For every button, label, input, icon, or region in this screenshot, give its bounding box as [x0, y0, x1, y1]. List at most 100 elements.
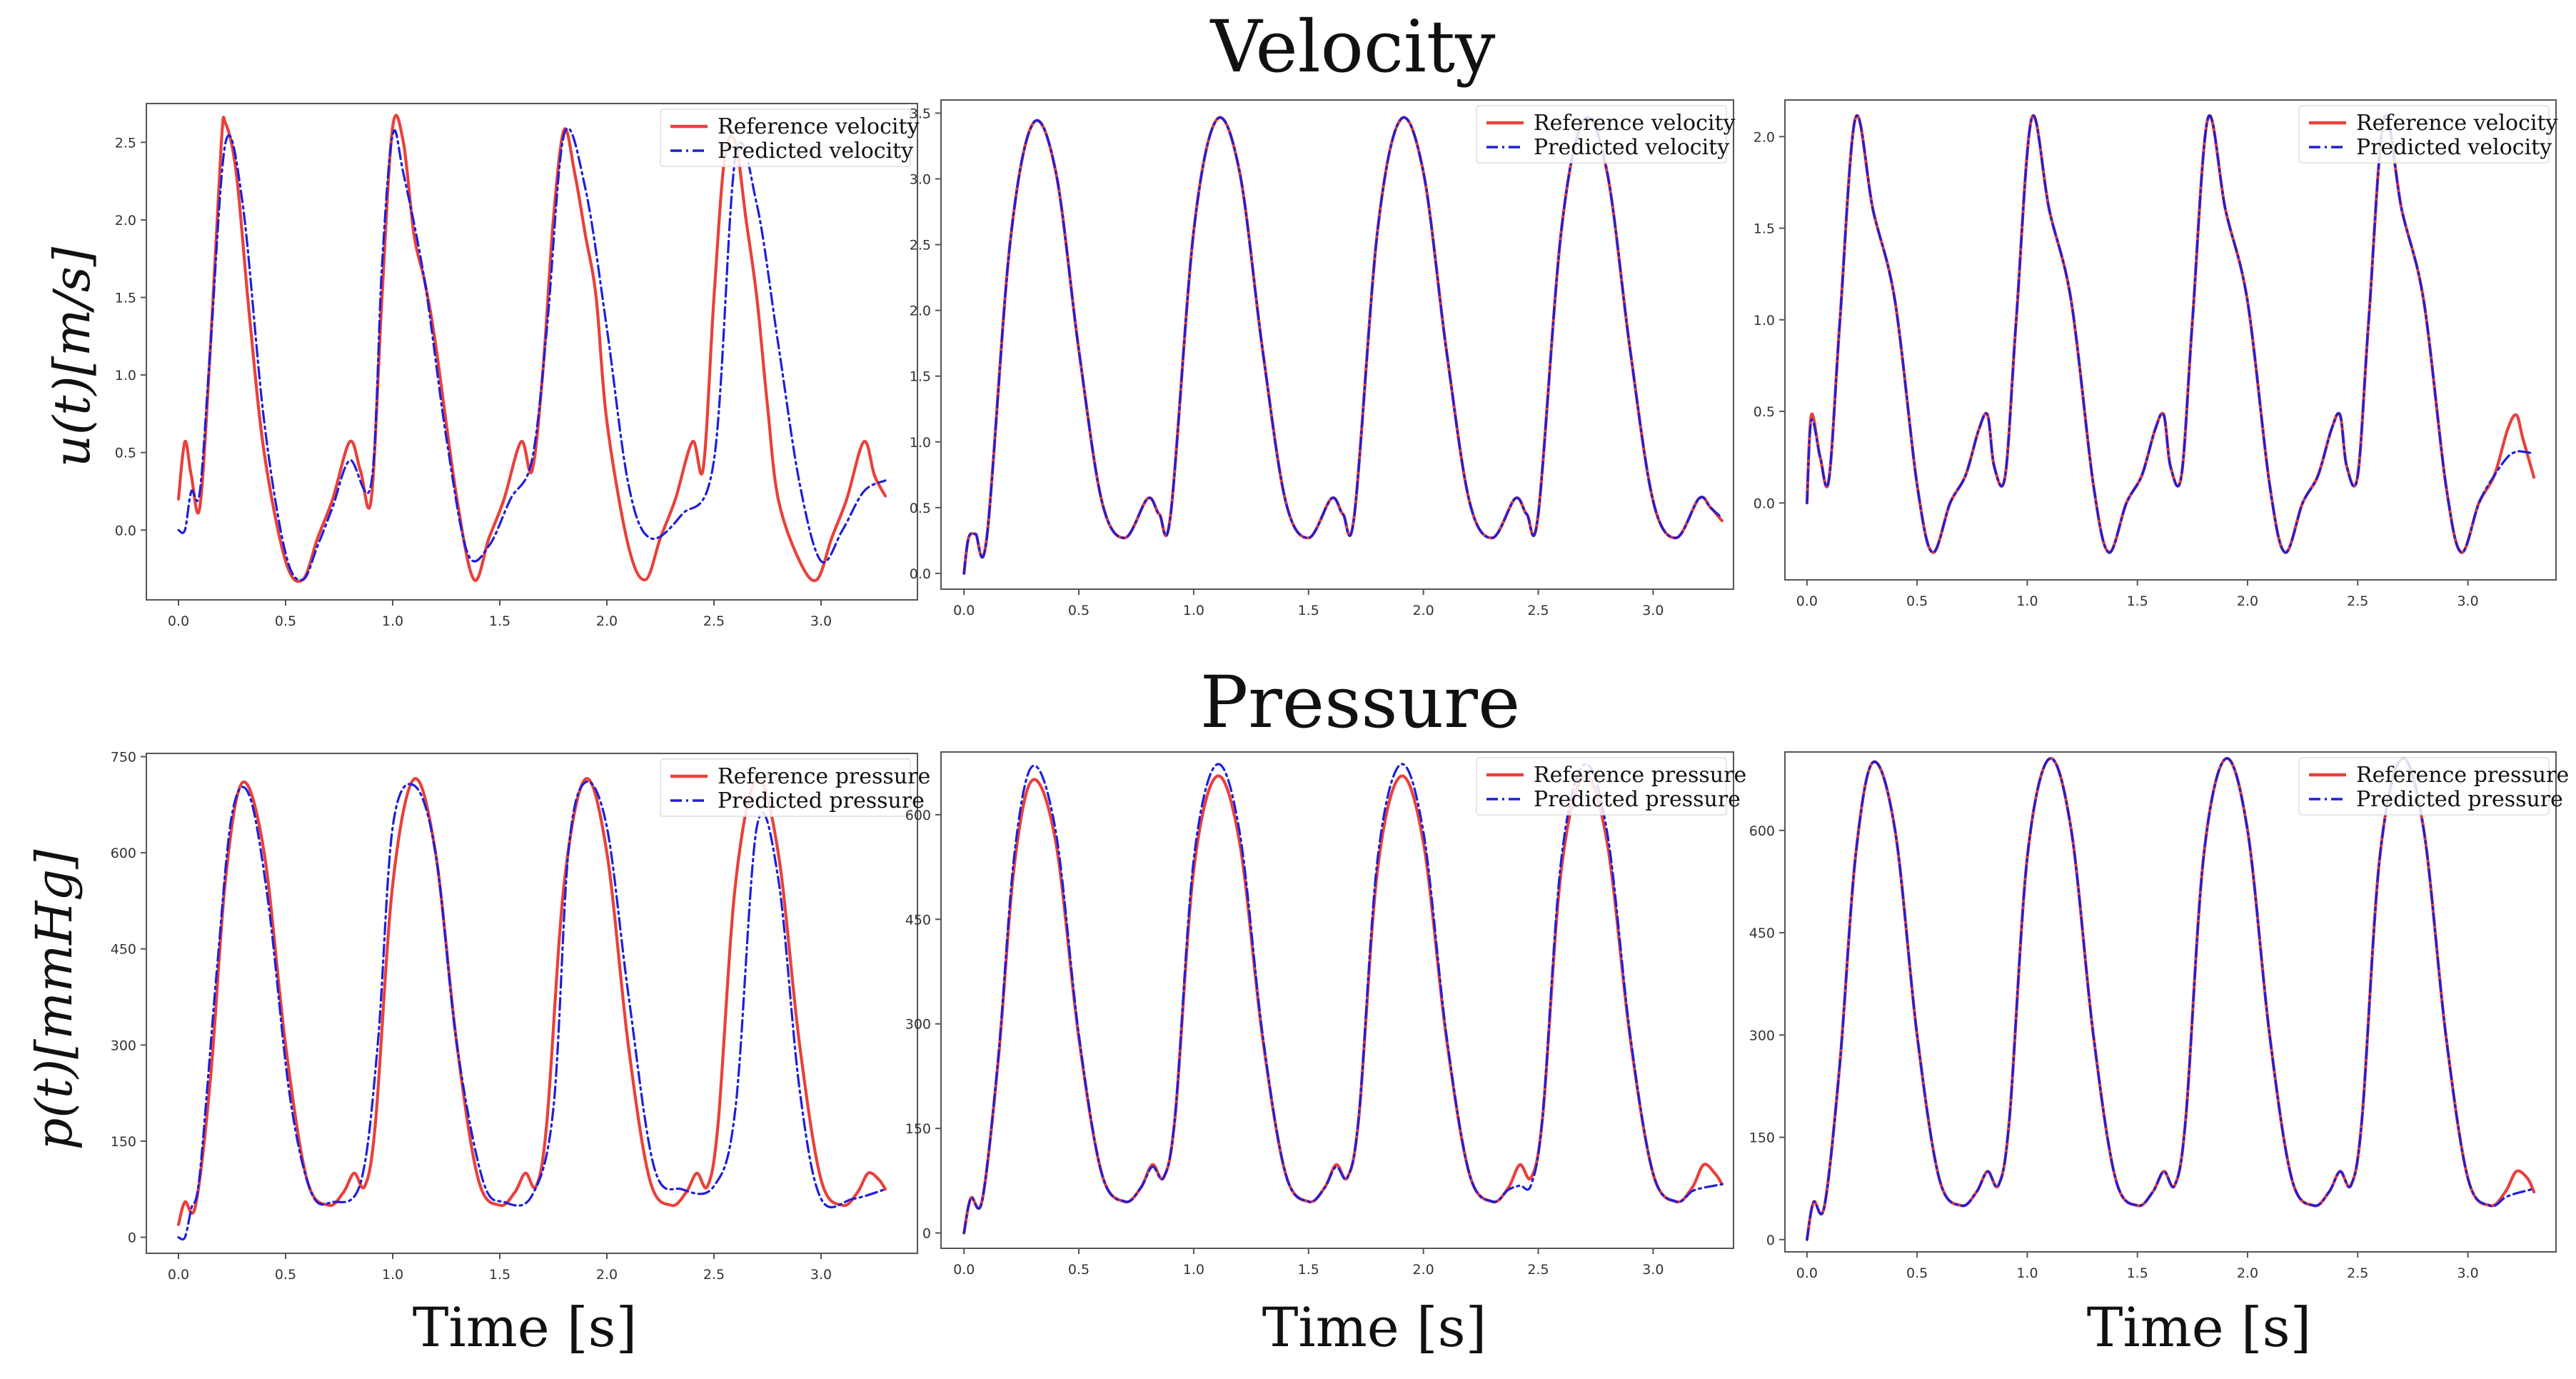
x-tick-label: 0.5: [1068, 603, 1090, 618]
legend-label: Reference pressure: [718, 764, 930, 789]
y-tick-label: 2.0: [115, 213, 136, 229]
x-tick-label: 0.5: [275, 613, 296, 629]
x-tick-label: 1.5: [1298, 603, 1319, 618]
legend-label: Predicted pressure: [2356, 787, 2563, 812]
y-tick-label: 450: [1749, 926, 1775, 941]
x-tick-label: 2.0: [596, 613, 618, 629]
velocity-title: Velocity: [1209, 5, 1496, 89]
x-tick-label: 0.5: [1906, 593, 1928, 609]
xlabel-col1: Time [s]: [413, 1295, 638, 1359]
x-tick-label: 1.0: [382, 1267, 403, 1283]
x-tick-label: 0.0: [953, 603, 975, 618]
y-tick-label: 150: [1749, 1130, 1775, 1146]
x-tick-label: 3.0: [810, 613, 832, 629]
x-tick-label: 1.5: [2127, 1265, 2148, 1281]
pressure-ylabel: p(t)[mmHg]: [25, 849, 84, 1150]
y-tick-label: 750: [111, 749, 136, 765]
x-tick-label: 3.0: [2457, 593, 2478, 609]
y-tick-label: 300: [111, 1038, 136, 1053]
x-tick-label: 1.5: [489, 1267, 510, 1283]
x-tick-label: 2.0: [2237, 593, 2258, 609]
x-tick-label: 2.5: [1527, 603, 1549, 618]
plot-frame: [146, 753, 918, 1254]
chart-velocity-2: 0.0 0.5 1.0 1.5 2.0 2.5 3.0 0.0 0.5 1.0 1.5 2.0 2.5 3…: [910, 99, 1736, 618]
x-tick-label: 1.0: [2016, 1265, 2038, 1281]
series-reference-line: [1805, 114, 2536, 554]
y-tick-label: 2.0: [1754, 129, 1775, 145]
plot-frame: [146, 103, 918, 601]
y-tick-label: 600: [905, 808, 931, 823]
y-tick-label: 0.0: [115, 523, 136, 538]
chart-panels: 0.0 0.5 1.0 1.5 2.0 2.5 3.0 0.0 0.5 1.0 1.5 2.0 2.5 R…: [111, 99, 2569, 1283]
y-tick-label: 2.5: [910, 238, 931, 254]
y-tick-label: 2.5: [115, 135, 136, 151]
y-tick-label: 0: [1766, 1233, 1775, 1248]
x-tick-label: 1.0: [1183, 1262, 1204, 1278]
x-tick-label: 0.5: [1068, 1262, 1090, 1278]
plot-frame: [940, 751, 1734, 1249]
x-tick-label: 1.5: [1298, 1262, 1319, 1278]
y-tick-label: 450: [905, 912, 931, 928]
x-tick-label: 1.0: [1183, 603, 1204, 618]
y-tick-label: 3.5: [910, 106, 931, 121]
series-predicted-line: [177, 127, 887, 581]
x-tick-label: 3.0: [810, 1267, 832, 1283]
legend-label: Reference velocity: [718, 114, 920, 139]
y-tick-label: 300: [905, 1017, 931, 1033]
y-tick-label: 1.0: [115, 368, 136, 383]
y-tick-label: 1.0: [1754, 313, 1775, 329]
y-tick-label: 0.5: [115, 446, 136, 461]
x-tick-label: 3.0: [1642, 603, 1664, 618]
y-tick-label: 150: [905, 1121, 931, 1137]
x-tick-label: 3.0: [1642, 1262, 1664, 1278]
x-tick-label: 2.5: [703, 613, 725, 629]
y-tick-label: 450: [111, 942, 136, 958]
plot-frame: [1784, 751, 2557, 1253]
xlabel-col3: Time [s]: [2087, 1295, 2312, 1359]
x-tick-label: 2.0: [2237, 1265, 2258, 1281]
x-tick-label: 2.0: [1413, 603, 1434, 618]
y-tick-label: 0: [922, 1226, 931, 1242]
y-tick-label: 0.0: [1754, 496, 1775, 511]
y-tick-label: 0.5: [910, 501, 931, 516]
x-tick-label: 3.0: [2457, 1265, 2478, 1281]
y-tick-label: 0.0: [910, 566, 931, 582]
y-tick-label: 150: [111, 1134, 136, 1150]
y-tick-label: 300: [1749, 1028, 1775, 1043]
y-tick-label: 0.5: [1754, 404, 1775, 420]
legend-label: Reference velocity: [1534, 111, 1736, 136]
chart-pressure-1: 0.0 0.5 1.0 1.5 2.0 2.5 3.0 0 150 300 450 600 750 Ref…: [111, 749, 930, 1283]
x-tick-label: 1.0: [382, 613, 403, 629]
chart-pressure-2: 0.0 0.5 1.0 1.5 2.0 2.5 3.0 0 150 300 450 600 Refere…: [905, 751, 1746, 1278]
series-reference-line: [176, 777, 887, 1226]
x-tick-label: 1.5: [489, 613, 510, 629]
x-tick-label: 0.0: [953, 1262, 975, 1278]
velocity-ylabel: u(t)[m/s]: [43, 246, 101, 467]
legend-label: Reference velocity: [2356, 111, 2558, 136]
x-tick-label: 2.5: [2347, 1265, 2368, 1281]
x-tick-label: 2.0: [1413, 1262, 1434, 1278]
x-tick-label: 1.5: [2127, 593, 2148, 609]
series-predicted-line: [1806, 757, 2535, 1241]
chart-velocity-3: 0.0 0.5 1.0 1.5 2.0 2.5 3.0 0.0 0.5 1.0 1.5 2.0 Refe…: [1754, 99, 2558, 609]
series-reference-line: [962, 116, 1724, 575]
y-tick-label: 600: [111, 846, 136, 861]
legend-label: Predicted pressure: [718, 788, 925, 813]
pressure-title: Pressure: [1200, 661, 1520, 744]
y-tick-label: 1.5: [115, 290, 136, 306]
y-tick-label: 2.0: [910, 304, 931, 319]
x-tick-label: 0.0: [168, 1267, 189, 1283]
x-tick-label: 0.0: [1796, 593, 1818, 609]
x-tick-label: 2.5: [1527, 1262, 1549, 1278]
xlabel-col2: Time [s]: [1262, 1295, 1487, 1359]
x-tick-label: 0.0: [168, 613, 189, 629]
legend-label: Predicted velocity: [718, 139, 913, 164]
x-tick-label: 2.5: [703, 1267, 725, 1283]
series-predicted-line: [962, 763, 1724, 1235]
y-tick-label: 1.5: [910, 369, 931, 385]
legend-label: Predicted velocity: [1534, 135, 1729, 160]
